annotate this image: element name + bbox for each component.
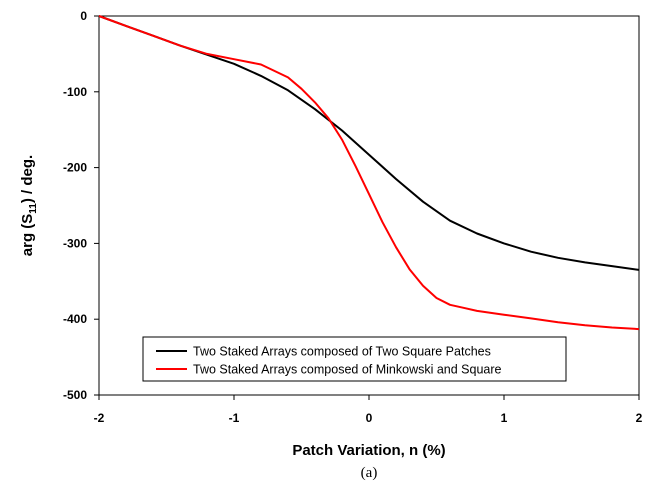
- y-axis-title-subscript: 11: [28, 203, 39, 214]
- legend-label-1: Two Staked Arrays composed of Two Square…: [193, 345, 491, 359]
- legend-box: [142, 336, 567, 382]
- x-tick-label: -1: [229, 411, 240, 425]
- x-tick-label: 2: [636, 411, 643, 425]
- y-axis-ticks: 0 -100 -200 -300 -400 -500: [63, 9, 99, 402]
- series-line-2: [98, 15, 640, 331]
- y-axis-title: arg (S11) / deg.: [19, 155, 39, 256]
- legend: Two Staked Arrays composed of Two Square…: [142, 336, 567, 382]
- series-layer: [98, 15, 640, 331]
- y-tick-label: -200: [63, 161, 87, 175]
- legend-label-2: Two Staked Arrays composed of Minkowski …: [193, 363, 502, 377]
- y-tick-label: -500: [63, 388, 87, 402]
- x-axis-title: Patch Variation, n (%): [292, 442, 445, 459]
- series-line-1: [98, 15, 640, 271]
- y-tick-label: -100: [63, 85, 87, 99]
- y-tick-label: -300: [63, 236, 87, 250]
- y-tick-label: -400: [63, 312, 87, 326]
- y-tick-label: 0: [80, 9, 87, 23]
- x-tick-label: 0: [366, 411, 373, 425]
- y-axis-title-main: arg (S: [19, 214, 36, 257]
- x-axis-ticks: -2 -1 0 1 2: [94, 395, 643, 425]
- figure-caption: (a): [361, 465, 378, 481]
- y-axis-title-end: ) / deg.: [19, 155, 36, 203]
- x-tick-label: 1: [501, 411, 508, 425]
- x-tick-label: -2: [94, 411, 105, 425]
